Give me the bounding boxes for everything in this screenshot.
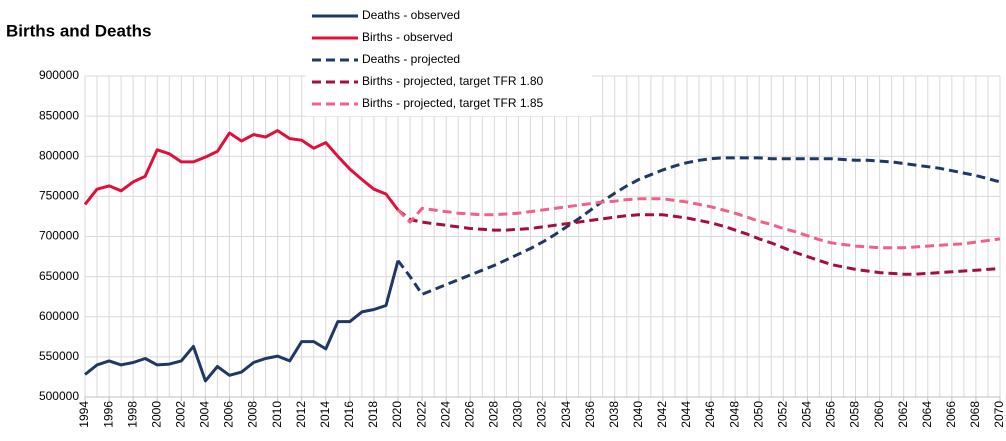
series-line bbox=[396, 156, 1001, 296]
x-tick-label: 2000 bbox=[149, 401, 163, 428]
x-tick-label: 1998 bbox=[125, 401, 139, 428]
y-tick-label: 650000 bbox=[39, 269, 79, 283]
legend-label: Births - projected, target TFR 1.80 bbox=[362, 74, 544, 88]
x-tick-label: 2060 bbox=[872, 401, 886, 428]
x-tick-label: 2048 bbox=[727, 401, 741, 428]
x-tick-label: 2054 bbox=[800, 401, 814, 428]
y-tick-label: 900000 bbox=[39, 68, 79, 82]
chart-title: Births and Deaths bbox=[6, 21, 151, 40]
y-tick-label: 750000 bbox=[39, 189, 79, 203]
x-tick-label: 2046 bbox=[703, 401, 717, 428]
x-tick-label: 2064 bbox=[920, 401, 934, 428]
x-tick-label: 2024 bbox=[438, 401, 452, 428]
x-tick-label: 2004 bbox=[198, 401, 212, 428]
x-tick-label: 1994 bbox=[77, 401, 91, 428]
x-tick-label: 2040 bbox=[631, 401, 645, 428]
x-tick-label: 2056 bbox=[824, 401, 838, 428]
y-tick-label: 700000 bbox=[39, 229, 79, 243]
x-tick-label: 2014 bbox=[318, 401, 332, 428]
x-tick-label: 2028 bbox=[487, 401, 501, 428]
x-tick-label: 2036 bbox=[583, 401, 597, 428]
x-tick-label: 2066 bbox=[944, 401, 958, 428]
x-tick-label: 2032 bbox=[535, 401, 549, 428]
x-tick-label: 2030 bbox=[511, 401, 525, 428]
x-tick-label: 2012 bbox=[294, 401, 308, 428]
x-tick-label: 2042 bbox=[655, 401, 669, 428]
x-tick-label: 2052 bbox=[775, 401, 789, 428]
x-tick-label: 2068 bbox=[968, 401, 982, 428]
x-tick-label: 1996 bbox=[101, 401, 115, 428]
series-line bbox=[396, 197, 1001, 250]
x-tick-label: 2002 bbox=[173, 401, 187, 428]
legend-label: Births - projected, target TFR 1.85 bbox=[362, 96, 544, 110]
x-tick-label: 2022 bbox=[414, 401, 428, 428]
series-line bbox=[397, 208, 1001, 276]
y-tick-label: 850000 bbox=[39, 108, 79, 122]
x-tick-label: 2010 bbox=[270, 401, 284, 428]
x-tick-label: 2006 bbox=[222, 401, 236, 428]
y-tick-label: 600000 bbox=[39, 309, 79, 323]
x-tick-label: 2020 bbox=[390, 401, 404, 428]
y-tick-label: 800000 bbox=[39, 148, 79, 162]
x-tick-label: 2038 bbox=[607, 401, 621, 428]
legend-box bbox=[306, 4, 592, 116]
y-tick-label: 550000 bbox=[39, 349, 79, 363]
legend-label: Births - observed bbox=[362, 30, 453, 44]
x-tick-label: 2050 bbox=[751, 401, 765, 428]
x-tick-label: 2058 bbox=[848, 401, 862, 428]
x-tick-label: 2026 bbox=[462, 401, 476, 428]
x-tick-label: 2018 bbox=[366, 401, 380, 428]
x-tick-label: 2044 bbox=[679, 401, 693, 428]
x-tick-label: 2008 bbox=[246, 401, 260, 428]
x-tick-label: 2062 bbox=[896, 401, 910, 428]
legend-label: Deaths - observed bbox=[362, 8, 460, 22]
legend-label: Deaths - projected bbox=[362, 52, 460, 66]
x-tick-label: 2070 bbox=[992, 401, 1006, 428]
legend: Deaths - observed Births - observed Deaths… bbox=[306, 4, 592, 116]
series-line bbox=[83, 129, 400, 211]
series-line bbox=[84, 260, 400, 383]
y-tick-label: 500000 bbox=[39, 389, 79, 403]
x-tick-label: 2034 bbox=[559, 401, 573, 428]
x-tick-label: 2016 bbox=[342, 401, 356, 428]
